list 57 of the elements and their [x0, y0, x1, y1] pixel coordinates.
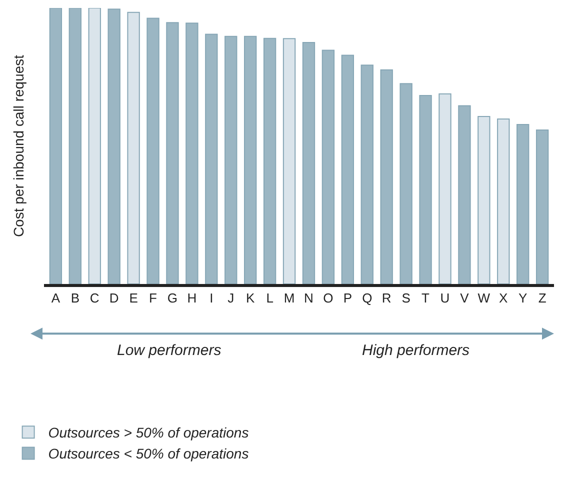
x-tick-label: U: [440, 290, 450, 306]
text: High performers: [362, 342, 470, 359]
x-tick-label: Q: [362, 290, 372, 306]
bar: [380, 69, 393, 284]
x-tick-label: D: [109, 290, 119, 306]
x-tick-label: T: [422, 290, 430, 306]
x-tick-label: L: [266, 290, 274, 306]
bar: [438, 93, 452, 284]
bar: [146, 18, 160, 284]
x-tick-label: K: [246, 290, 256, 306]
x-tick-label: Z: [538, 290, 546, 306]
x-tick-label: H: [187, 290, 197, 306]
x-tick-label: X: [499, 290, 508, 306]
y-axis-title: Cost per inbound call request: [10, 54, 27, 238]
x-tick-label: P: [343, 290, 352, 306]
bar: [458, 105, 471, 284]
bar: [400, 83, 412, 284]
x-tick-label: E: [129, 290, 138, 306]
bar: [516, 124, 530, 284]
x-tick-label: S: [402, 290, 411, 306]
bar: [497, 118, 510, 284]
bar: [186, 22, 198, 284]
x-tick-label: N: [304, 290, 314, 306]
bar: [68, 8, 82, 284]
x-tick-label: W: [478, 290, 491, 306]
x-tick-label: V: [460, 290, 470, 306]
bar: [244, 36, 257, 284]
x-tick-label: G: [167, 290, 178, 306]
bar: [322, 50, 335, 284]
bar: [224, 36, 238, 284]
legend-label: Outsources > 50% of operations: [48, 424, 249, 441]
bar: [263, 38, 276, 284]
bar: [205, 34, 218, 284]
x-tick-label: F: [149, 290, 158, 306]
x-tick-label: C: [90, 290, 100, 306]
x-tick-label: B: [70, 290, 80, 306]
bar: [108, 8, 120, 284]
x-tick-label: O: [323, 290, 334, 306]
x-tick-label: M: [284, 290, 295, 306]
x-tick-label: A: [51, 290, 60, 306]
bar: [127, 12, 140, 284]
bar: [282, 38, 296, 284]
x-tick-label: J: [228, 290, 234, 306]
bar: [302, 42, 316, 284]
bar: [419, 94, 432, 284]
bar: [49, 8, 62, 284]
text: Low performers: [117, 342, 222, 359]
bar: [478, 116, 490, 284]
bar: [166, 22, 179, 284]
bar: [88, 8, 101, 284]
x-tick-label: Y: [518, 290, 528, 306]
bar: [360, 64, 374, 284]
legend-label: Outsources < 50% of operations: [48, 446, 249, 462]
x-tick-label: R: [382, 290, 392, 306]
bar: [341, 54, 354, 284]
bar: [536, 129, 549, 284]
x-tick-label: I: [210, 290, 214, 306]
